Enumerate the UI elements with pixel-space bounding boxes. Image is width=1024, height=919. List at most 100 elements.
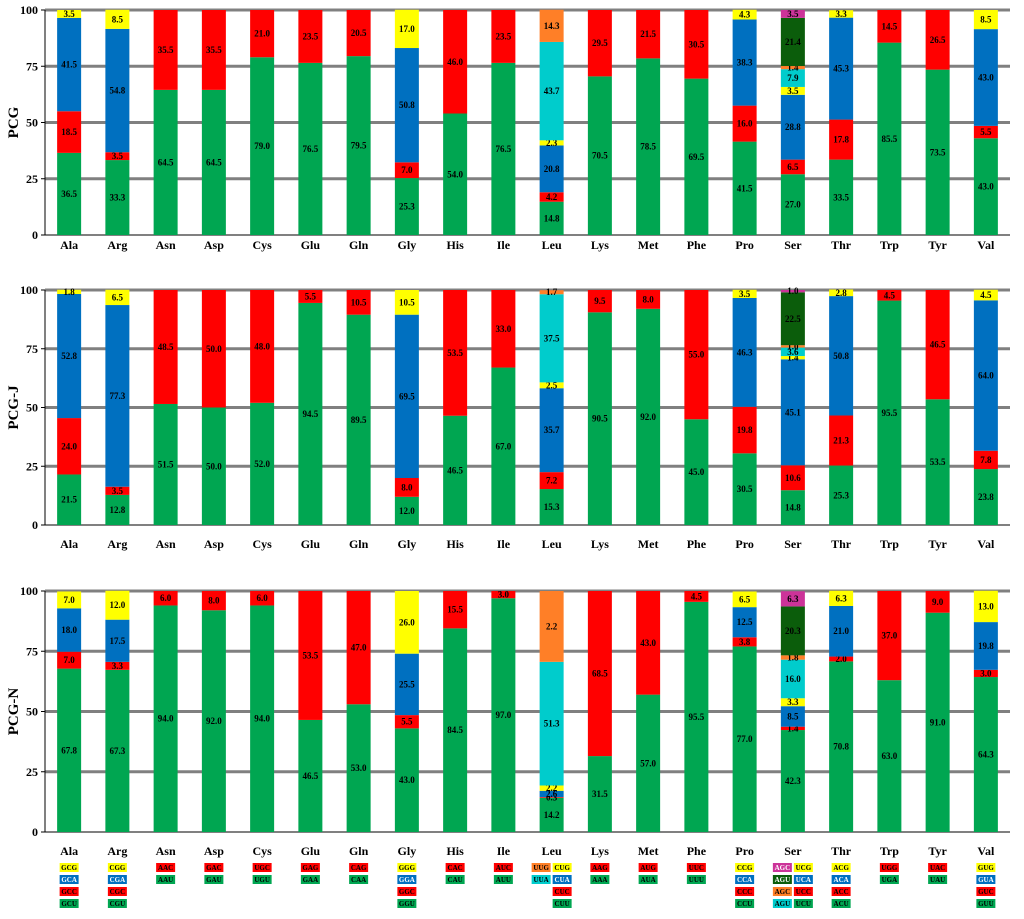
data-label: 46.5: [303, 771, 319, 781]
data-label: 77.3: [110, 391, 126, 401]
bar-cys: 79.0 21.0: [250, 10, 275, 235]
bar-segment: [394, 496, 419, 525]
data-label: 1.4: [787, 723, 799, 733]
data-label: 6.5: [787, 162, 799, 172]
x-tick-label: Asp: [204, 537, 224, 551]
x-tick-label: Ala: [60, 238, 78, 252]
legend-codon-acc: ACC: [831, 887, 851, 896]
data-label: 9.0: [932, 597, 944, 607]
legend-swatch: [735, 887, 755, 896]
bar-segment: [829, 17, 854, 120]
bar-segment: [684, 601, 709, 832]
bar-asn: 94.0 6.0: [153, 591, 178, 832]
x-tick-label: Trp: [880, 238, 899, 252]
legend-codon-label: CAU: [448, 876, 463, 884]
bar-segment: [973, 622, 998, 670]
chart-panel-2: 0 25 50 75 100 PCG-J 21.5 24.0 52.8 1.8 Ala 12.8 3.5…: [6, 283, 1010, 551]
legend-codon-label: ACC: [834, 888, 849, 896]
data-label: 3.0: [980, 668, 992, 678]
legend-codon-agc: AGC: [772, 887, 792, 896]
bar-segment: [443, 591, 468, 629]
data-label: 13.0: [978, 601, 994, 611]
bar-phe: 95.5 4.5: [684, 591, 709, 832]
bar-segment: [298, 290, 323, 303]
y-tick-label: 100: [20, 584, 38, 598]
legend-codon-uca: UCA: [793, 875, 813, 884]
bar-segment: [539, 192, 564, 202]
data-label: 45.1: [785, 407, 801, 417]
data-label: 1.0: [787, 286, 799, 296]
legend-codon-acu: ACU: [831, 899, 851, 908]
x-tick-label: Thr: [831, 844, 852, 858]
legend-codon-label: AGU: [775, 900, 791, 908]
bar-segment: [877, 290, 902, 301]
data-label: 2.5: [546, 380, 558, 390]
data-label: 85.5: [882, 134, 898, 144]
legend-codon-cua: CUA: [552, 875, 572, 884]
legend-codon-guc: GUC: [976, 887, 996, 896]
x-tick-label: Glu: [301, 537, 321, 551]
legend-codon-ugg: UGG: [879, 863, 899, 872]
legend-codon-agc: AGC: [772, 863, 792, 872]
legend-swatch: [59, 887, 79, 896]
bar-segment: [298, 62, 323, 235]
chart-panel-3: 0 25 50 75 100 PCG-N 67.8 7.0 18.0 7.0 Ala 67.3 3.3 1…: [6, 584, 1010, 858]
y-tick-label: 100: [20, 3, 38, 17]
legend-swatch: [638, 875, 658, 884]
data-label: 8.0: [401, 482, 413, 492]
bar-val: 23.8 7.8 64.0 4.5: [973, 289, 998, 525]
legend-swatch: [204, 863, 224, 872]
data-label: 14.3: [544, 21, 560, 31]
data-label: 53.5: [930, 457, 946, 467]
bar-segment: [780, 10, 805, 18]
data-label: 6.3: [787, 594, 799, 604]
data-label: 7.0: [401, 165, 413, 175]
bar-segment: [105, 619, 130, 662]
legend-codon-label: GUC: [978, 888, 994, 896]
bar-segment: [57, 10, 82, 18]
bar-arg: 12.8 3.5 77.3 6.5: [105, 289, 130, 525]
data-label: 50.8: [399, 100, 415, 110]
data-label: 43.7: [544, 86, 560, 96]
bar-segment: [105, 289, 130, 306]
bar-segment: [780, 17, 805, 67]
bar-segment: [153, 89, 178, 235]
bar-segment: [57, 152, 82, 235]
bar-gly: 25.3 7.0 50.8 17.0: [394, 9, 419, 235]
legend-codon-label: CUG: [554, 864, 570, 872]
x-tick-label: Ile: [497, 238, 511, 252]
data-label: 2.8: [836, 288, 848, 298]
data-label: 4.5: [691, 591, 703, 601]
x-tick-label: Tyr: [928, 537, 947, 551]
bar-segment: [346, 290, 371, 315]
bar-segment: [105, 28, 130, 153]
x-tick-label: Gln: [349, 537, 369, 551]
x-tick-label: Phe: [687, 844, 707, 858]
data-label: 64.3: [978, 750, 994, 760]
data-label: 70.5: [592, 151, 608, 161]
bar-glu: 94.5 5.5: [298, 290, 323, 525]
bar-met: 78.5 21.5: [636, 10, 661, 235]
data-label: 47.0: [351, 643, 367, 653]
data-label: 20.5: [351, 28, 367, 38]
data-label: 17.5: [110, 636, 126, 646]
y-tick-label: 50: [26, 705, 38, 719]
data-label: 14.5: [882, 21, 898, 31]
x-tick-label: Pro: [735, 844, 753, 858]
data-label: 3.5: [112, 486, 124, 496]
legend-codon-acg: ACG: [831, 863, 851, 872]
data-label: 78.5: [640, 142, 656, 152]
bar-ala: 36.5 18.5 41.5 3.5: [57, 9, 82, 235]
data-label: 95.5: [882, 408, 898, 418]
legend-codon-auu: AUU: [493, 875, 513, 884]
bar-segment: [684, 591, 709, 602]
legend-swatch: [831, 887, 851, 896]
bar-cys: 52.0 48.0: [250, 290, 275, 525]
data-label: 89.5: [351, 415, 367, 425]
data-label: 79.0: [254, 141, 270, 151]
legend-codon-label: AGC: [775, 888, 791, 896]
bar-ser: 27.0 6.5 28.8 3.5 7.91.4 21.4 3.5: [780, 9, 805, 235]
bar-segment: [780, 66, 805, 70]
bar-segment: [394, 9, 419, 49]
data-label: 50.8: [833, 351, 849, 361]
